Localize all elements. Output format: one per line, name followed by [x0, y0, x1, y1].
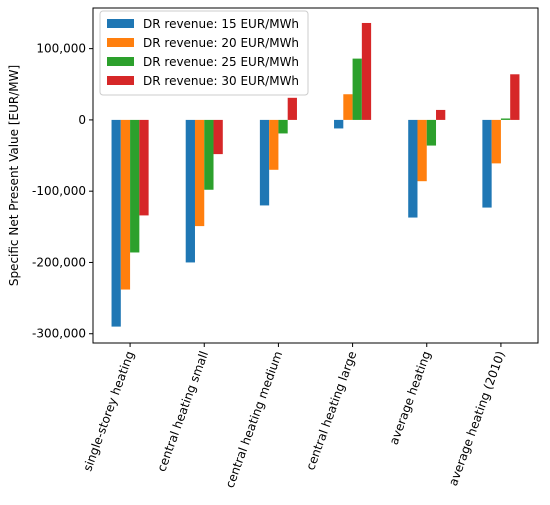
bar-4-series-3 [436, 109, 446, 120]
y-axis-label: Specific Net Present Value [EUR/MW] [7, 65, 21, 286]
bar-2-series-1 [269, 119, 279, 170]
bar-3-series-3 [361, 22, 372, 120]
y-tick-label: -100,000 [32, 184, 86, 198]
bar-2-series-2 [278, 119, 288, 134]
bars-group [111, 22, 520, 327]
y-tick-label: 100,000 [36, 42, 86, 56]
bar-5-series-1 [491, 119, 501, 164]
bar-4-series-0 [408, 119, 418, 218]
bar-4-series-1 [417, 119, 427, 182]
legend-label: DR revenue: 25 EUR/MWh [143, 55, 299, 69]
bar-3-series-0 [334, 119, 344, 129]
bar-2-series-0 [259, 119, 270, 206]
bar-5-series-0 [482, 119, 492, 208]
x-axis: single-storey heating central heating sma… [80, 343, 508, 490]
legend-label: DR revenue: 15 EUR/MWh [143, 17, 299, 31]
bar-5-series-3 [510, 74, 520, 120]
bar-3-series-1 [343, 94, 353, 120]
bar-4-series-2 [426, 119, 437, 146]
y-axis: -300,000 -200,000 -100,000 0 100,000 [32, 42, 93, 341]
legend: DR revenue: 15 EUR/MWh DR revenue: 20 EUR… [99, 10, 309, 96]
legend-swatch [107, 57, 134, 66]
legend-swatch [107, 38, 134, 47]
x-tick-label: average heating (2010) [446, 349, 508, 487]
x-tick-label: average heating [387, 349, 434, 446]
plot-frame [92, 7, 539, 344]
legend-label: DR revenue: 20 EUR/MWh [143, 36, 299, 50]
bar-5-series-2 [500, 118, 511, 120]
bar-0-series-2 [130, 119, 140, 253]
bar-1-series-0 [185, 119, 195, 263]
bar-1-series-1 [194, 119, 205, 227]
bar-1-series-2 [204, 119, 214, 190]
x-tick-label: single-storey heating [80, 349, 137, 473]
bar-3-series-2 [352, 58, 362, 120]
bar-0-series-3 [139, 119, 149, 216]
bar-2-series-3 [287, 97, 297, 120]
x-tick-label: central heating small [154, 349, 211, 473]
y-tick-label: -300,000 [32, 327, 86, 341]
bar-0-series-1 [120, 119, 131, 290]
legend-swatch [107, 19, 134, 28]
x-tick-label: central heating large [303, 349, 359, 472]
bar-1-series-3 [213, 119, 223, 155]
legend-swatch [107, 76, 134, 85]
x-tick-label: central heating medium [223, 349, 286, 490]
bar-0-series-0 [111, 119, 121, 327]
y-tick-label: -200,000 [32, 255, 86, 269]
y-tick-label: 0 [78, 113, 86, 127]
legend-box [99, 10, 309, 96]
legend-label: DR revenue: 30 EUR/MWh [143, 74, 299, 88]
